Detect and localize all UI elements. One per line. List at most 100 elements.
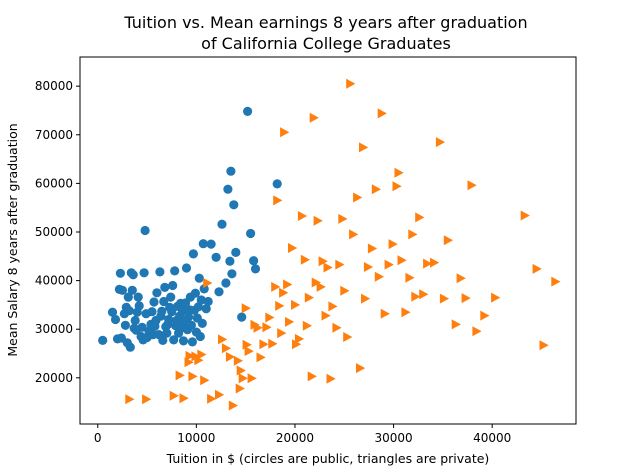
- public-point: [124, 306, 134, 316]
- public-point: [231, 247, 241, 257]
- public-point: [133, 292, 143, 302]
- private-point: [291, 299, 301, 310]
- public-point: [237, 312, 247, 322]
- private-point: [280, 127, 290, 138]
- private-point: [262, 322, 272, 333]
- private-point: [349, 229, 359, 240]
- private-point: [520, 210, 530, 221]
- public-point: [117, 285, 127, 295]
- private-point: [415, 212, 425, 223]
- public-point: [221, 278, 231, 288]
- private-point: [271, 281, 281, 292]
- chart-title-line-2: of California College Graduates: [201, 34, 451, 53]
- private-point: [288, 243, 298, 253]
- x-tick-label: 20000: [276, 431, 314, 445]
- public-point: [127, 285, 137, 295]
- private-point: [207, 393, 217, 404]
- public-point: [246, 228, 256, 239]
- private-point: [188, 371, 198, 382]
- private-point: [439, 293, 450, 304]
- private-point: [307, 371, 317, 382]
- public-point: [249, 256, 259, 266]
- public-point: [158, 335, 168, 345]
- public-point: [178, 336, 189, 346]
- public-point: [170, 266, 180, 276]
- public-point: [128, 270, 138, 280]
- private-point: [384, 259, 394, 270]
- private-point: [268, 338, 278, 349]
- private-point: [285, 316, 295, 327]
- public-point: [203, 296, 213, 307]
- public-point: [162, 328, 172, 338]
- private-point: [380, 308, 390, 319]
- private-point: [215, 389, 225, 400]
- public-point: [183, 312, 194, 322]
- private-point: [335, 259, 345, 270]
- private-point: [374, 271, 384, 282]
- private-point: [142, 394, 152, 405]
- private-point: [343, 332, 353, 342]
- public-point: [160, 282, 170, 292]
- private-point: [279, 287, 289, 298]
- private-point: [304, 292, 314, 303]
- public-point: [169, 335, 179, 345]
- private-point: [247, 373, 257, 384]
- private-point: [532, 263, 542, 274]
- private-point: [467, 180, 477, 191]
- private-point: [253, 322, 263, 333]
- private-point: [491, 292, 501, 303]
- private-point: [397, 255, 407, 266]
- private-point: [200, 375, 210, 386]
- public-point: [227, 269, 237, 279]
- public-point: [197, 318, 207, 328]
- private-point: [297, 211, 308, 221]
- private-point: [316, 281, 326, 292]
- private-point: [275, 300, 285, 311]
- private-point: [175, 370, 185, 381]
- private-point: [326, 373, 336, 384]
- private-point: [411, 291, 421, 302]
- private-point: [169, 390, 179, 401]
- y-tick-label: 40000: [35, 274, 73, 288]
- private-point: [377, 108, 387, 119]
- public-point: [149, 297, 159, 307]
- y-tick-label: 70000: [35, 128, 73, 142]
- private-point: [241, 303, 251, 314]
- public-point: [167, 307, 177, 317]
- public-point: [198, 239, 208, 249]
- private-point: [238, 373, 248, 384]
- public-point: [110, 314, 121, 325]
- public-point: [164, 314, 174, 325]
- private-point: [228, 400, 238, 411]
- public-point: [206, 239, 216, 249]
- public-point: [223, 184, 233, 194]
- private-point: [346, 78, 356, 89]
- public-point: [211, 252, 221, 262]
- private-point: [259, 339, 269, 350]
- public-point: [115, 268, 125, 278]
- public-point: [157, 306, 167, 316]
- private-point: [394, 167, 404, 178]
- y-tick-label: 60000: [35, 176, 73, 190]
- public-point: [243, 106, 253, 116]
- private-point: [423, 258, 433, 269]
- private-point: [401, 307, 411, 318]
- private-point: [332, 322, 342, 333]
- private-point: [225, 351, 236, 362]
- private-point: [185, 350, 195, 361]
- y-axis-label: Mean Salary 8 years after graduation: [5, 123, 20, 356]
- private-point: [419, 289, 429, 300]
- private-point: [392, 181, 402, 192]
- private-point: [277, 328, 287, 339]
- public-point: [190, 288, 200, 298]
- x-tick-label: 10000: [177, 431, 215, 445]
- public-point: [214, 287, 224, 297]
- x-axis-label: Tuition in $ (circles are public, triang…: [166, 451, 490, 466]
- private-point: [338, 213, 348, 224]
- private-point: [292, 339, 302, 350]
- private-point: [233, 355, 243, 366]
- public-point: [137, 322, 147, 332]
- private-point: [461, 293, 471, 304]
- private-point: [236, 365, 246, 376]
